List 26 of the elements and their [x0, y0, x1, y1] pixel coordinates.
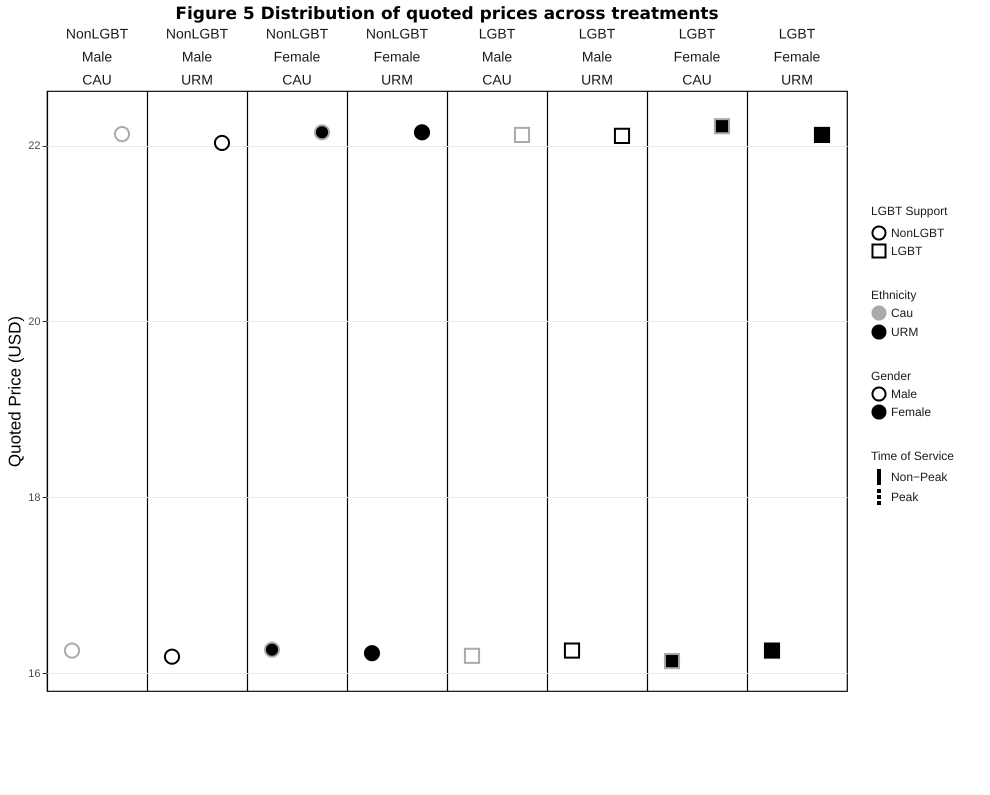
text: NonLGBT: [891, 226, 946, 240]
chart-title: Figure 5 Distribution of quoted prices across treatments: [175, 4, 719, 24]
y-axis-title: Quoted Price (USD): [5, 316, 24, 468]
text: URM: [891, 325, 918, 339]
text: LGBT Support: [871, 204, 948, 218]
legend-title: Time of Service: [871, 449, 954, 463]
x-tick-label: LGBT Male CAU: [478, 26, 516, 88]
y-tick-label: 16: [28, 668, 40, 680]
text: Ethnicity: [871, 288, 916, 302]
text: Cau: [891, 306, 914, 320]
x-tick-label: NonLGBT Female CAU: [266, 26, 329, 88]
y-tick-label: 22: [28, 140, 40, 152]
text: Female: [891, 405, 932, 419]
text: Male: [891, 387, 918, 401]
x-tick-label: NonLGBT Male CAU: [66, 26, 129, 88]
text: LGBT: [891, 244, 924, 258]
x-tick-label: NonLGBT Male URM: [166, 26, 229, 88]
y-tick-label: 18: [28, 492, 40, 504]
legend-label: Peak: [891, 490, 920, 504]
x-tick-label: LGBT Female CAU: [674, 26, 721, 88]
y-tick-label: 20: [28, 316, 40, 328]
text: Gender: [871, 369, 912, 383]
legend-label: Non−Peak: [891, 470, 948, 484]
x-tick-label: LGBT Female URM: [774, 26, 821, 88]
x-tick-label: LGBT Male URM: [578, 26, 616, 88]
x-tick-label: NonLGBT Female URM: [366, 26, 429, 88]
